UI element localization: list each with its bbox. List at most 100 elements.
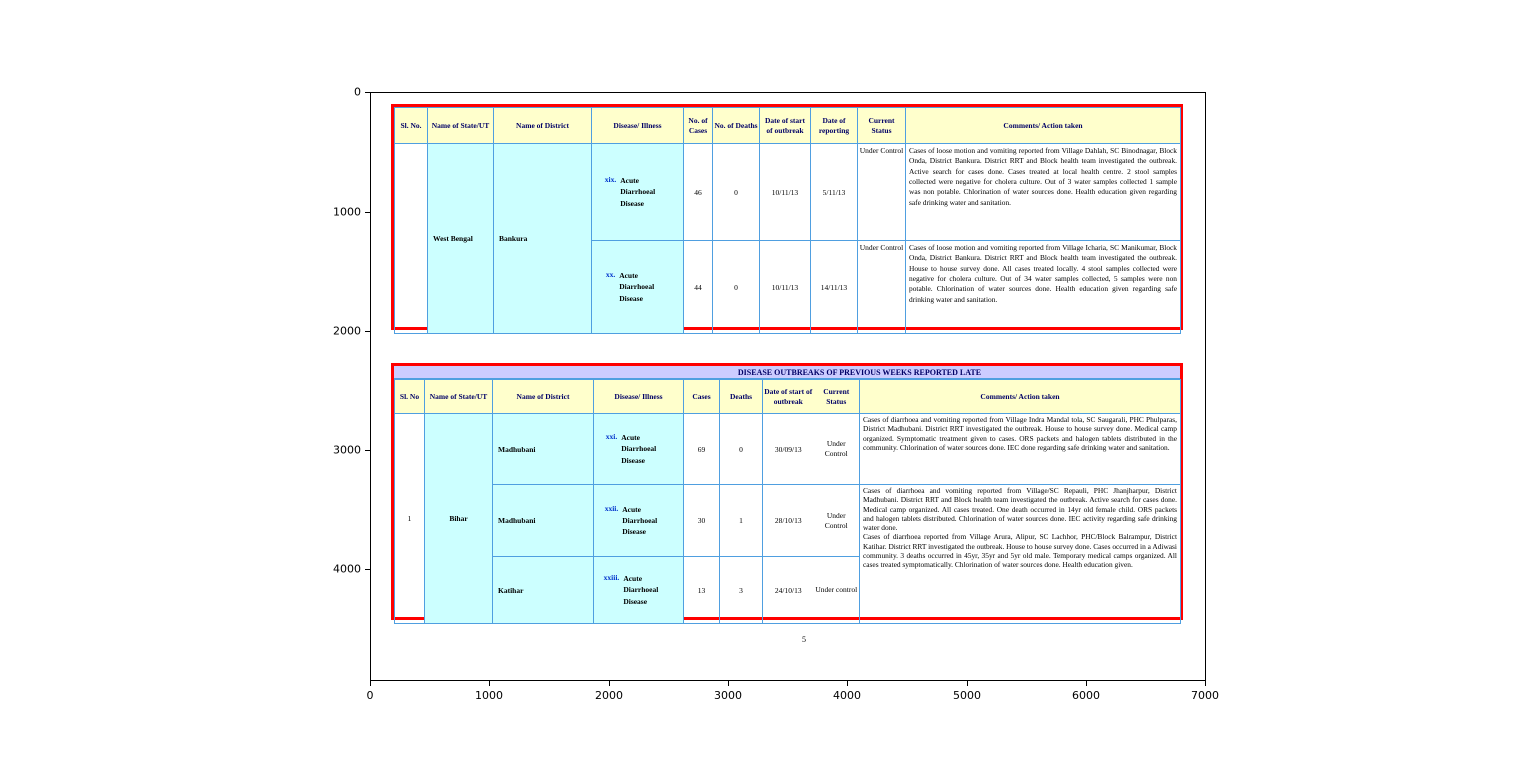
disease-cell: xxii. Acute Diarrhoeal Disease — [593, 484, 684, 557]
deaths-cell: 0 — [712, 240, 760, 334]
sl-no-cell — [394, 143, 428, 334]
y-tick-label: 0 — [354, 85, 361, 99]
deaths-cell: 3 — [719, 556, 763, 624]
deaths-cell: 1 — [719, 484, 763, 557]
y-tick-label: 3000 — [333, 443, 361, 457]
table-row: West Bengal Bankura xix. Acute Diarrhoea… — [394, 143, 1181, 334]
disease-name: Acute Diarrhoeal Disease — [619, 271, 655, 303]
district-cell: Katihar — [492, 556, 594, 624]
x-tick — [370, 681, 371, 686]
disease-name: Acute Diarrhoeal Disease — [620, 176, 656, 208]
sl-no-cell: 1 — [394, 413, 425, 624]
date-start-cell: 10/11/13 — [759, 143, 811, 241]
table1-header-row: Sl. No. Name of State/UT Name of Distric… — [394, 107, 1181, 144]
x-tick — [728, 681, 729, 686]
y-tick — [365, 331, 370, 332]
header-status: Current Status — [857, 107, 906, 144]
disease-cell: xx. Acute Diarrhoeal Disease — [591, 240, 684, 334]
x-tick — [489, 681, 490, 686]
status-cell: Under control — [813, 556, 860, 624]
x-tick-label: 7000 — [1191, 689, 1219, 702]
header-disease: Disease/ Illness — [593, 379, 684, 414]
table-row: Katihar xxiii. Acute Diarrhoeal Disease … — [395, 556, 1181, 624]
status-cell: Under Control — [813, 484, 860, 557]
y-tick-label: 4000 — [333, 562, 361, 576]
comments-cell: Cases of loose motion and vomiting repor… — [905, 143, 1181, 241]
disease-numeral: xxi. — [605, 432, 618, 442]
comments-cell: Cases of diarrhoea and vomiting reported… — [859, 484, 1181, 624]
date-reporting-cell: 14/11/13 — [810, 240, 858, 334]
date-reporting-cell: 5/11/13 — [810, 143, 858, 241]
disease-name: Acute Diarrhoeal Disease — [622, 504, 658, 537]
comments-cell: Cases of diarrhoea and vomiting reported… — [859, 413, 1181, 485]
x-tick — [847, 681, 848, 686]
header-deaths: Deaths — [719, 379, 763, 414]
y-tick — [365, 450, 370, 451]
header-sl-no: Sl. No. — [394, 107, 428, 144]
date-start-cell: 28/10/13 — [762, 484, 814, 557]
date-start-cell: 10/11/13 — [759, 240, 811, 334]
comments-paragraph: Cases of diarrhoea and vomiting reported… — [863, 486, 1177, 532]
district-cell: Bankura — [493, 143, 592, 334]
disease-name: Acute Diarrhoeal Disease — [621, 433, 657, 465]
table2-header-row: Sl. No Name of State/UT Name of District… — [394, 379, 1181, 414]
y-tick — [365, 92, 370, 93]
status-cell: Under Control — [857, 240, 906, 334]
y-tick-label: 1000 — [333, 205, 361, 219]
x-tick-label: 2000 — [595, 689, 623, 702]
status-cell: Under Control — [857, 143, 906, 241]
disease-numeral: xxiii. — [603, 573, 620, 583]
x-tick-label: 4000 — [833, 689, 861, 702]
header-date-reporting: Date of reporting — [810, 107, 858, 144]
deaths-cell: 0 — [719, 413, 763, 485]
header-cases: Cases — [683, 379, 720, 414]
table-row: 1 Bihar Madhubani xxi. Acute Diarrhoeal … — [394, 413, 1181, 624]
district-cell: Madhubani — [492, 413, 594, 485]
header-cases: No. of Cases — [683, 107, 713, 144]
disease-cell: xxiii. Acute Diarrhoeal Disease — [593, 556, 684, 624]
x-tick-label: 6000 — [1072, 689, 1100, 702]
cases-cell: 69 — [683, 413, 720, 485]
x-tick-label: 3000 — [714, 689, 742, 702]
state-cell: Bihar — [424, 413, 493, 624]
x-tick-label: 0 — [366, 689, 374, 702]
header-state: Name of State/UT — [427, 107, 494, 144]
disease-cell: xxi. Acute Diarrhoeal Disease — [593, 413, 684, 485]
header-date-start: Date of start of outbreak — [762, 379, 814, 414]
cases-cell: 46 — [683, 143, 713, 241]
comments-cell: Cases of loose motion and vomiting repor… — [905, 240, 1181, 334]
disease-numeral: xix. — [604, 175, 617, 185]
page-number: 5 — [802, 635, 806, 644]
cases-cell: 13 — [683, 556, 720, 624]
x-tick-label: 1000 — [475, 689, 503, 702]
header-disease: Disease/ Illness — [591, 107, 684, 144]
x-tick — [967, 681, 968, 686]
table-previous-weeks-outbreaks: DISEASE OUTBREAKS OF PREVIOUS WEEKS REPO… — [391, 363, 1183, 624]
header-sl-no: Sl. No — [394, 379, 425, 414]
deaths-cell: 0 — [712, 143, 760, 241]
status-cell: Under Control — [813, 413, 860, 485]
header-comments: Comments/ Action taken — [859, 379, 1181, 414]
disease-name: Acute Diarrhoeal Disease — [623, 574, 659, 606]
table-row: xx. Acute Diarrhoeal Disease 44 0 10/11/… — [395, 240, 1181, 334]
table-current-week-outbreaks: Sl. No. Name of State/UT Name of Distric… — [391, 104, 1183, 334]
header-district: Name of District — [493, 107, 592, 144]
y-tick-label: 2000 — [333, 324, 361, 338]
comments-paragraph: Cases of diarrhoea reported from Village… — [863, 532, 1177, 569]
cases-cell: 30 — [683, 484, 720, 557]
table-row: Madhubani xxii. Acute Diarrhoeal Disease… — [395, 484, 1181, 624]
table2-title: DISEASE OUTBREAKS OF PREVIOUS WEEKS REPO… — [394, 366, 1180, 379]
disease-cell: xix. Acute Diarrhoeal Disease — [591, 143, 684, 241]
header-date-start: Date of start of outbreak — [759, 107, 811, 144]
disease-numeral: xx. — [605, 270, 616, 280]
x-tick-label: 5000 — [953, 689, 981, 702]
x-tick — [1086, 681, 1087, 686]
header-district: Name of District — [492, 379, 594, 414]
y-tick — [365, 212, 370, 213]
district-cell: Madhubani — [492, 484, 594, 557]
header-comments: Comments/ Action taken — [905, 107, 1181, 144]
disease-numeral: xxii. — [604, 503, 619, 513]
header-state: Name of State/UT — [424, 379, 493, 414]
cases-cell: 44 — [683, 240, 713, 334]
x-tick — [609, 681, 610, 686]
